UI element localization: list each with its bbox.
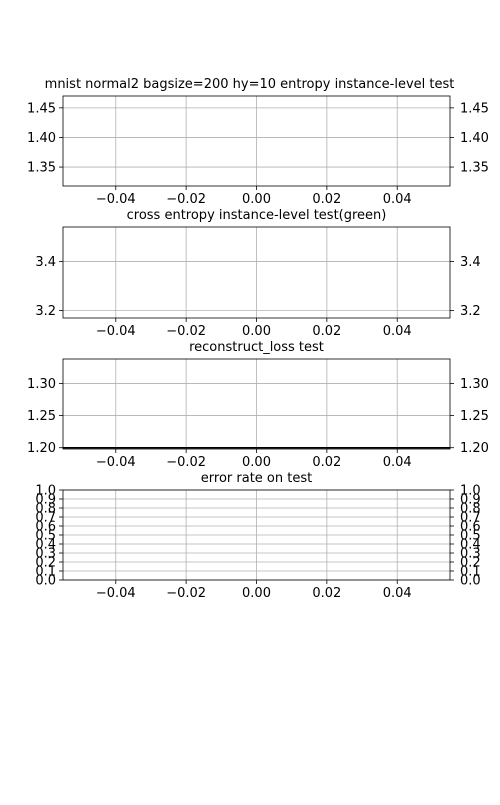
- y-tick-label: 0.5: [35, 529, 56, 544]
- twin-y-tick-label: 1.0: [460, 484, 481, 499]
- subplot-4: −0.04 −0.02 0.00 0.02 0.040.0 0.00.1 0.10.2 0.2…: [35, 471, 480, 601]
- twin-y-tick-label: 0.8: [460, 502, 481, 517]
- x-tick-label: −0.02: [166, 586, 206, 601]
- twin-y-tick-label: 0.0: [460, 574, 481, 589]
- y-tick-label: 1.40: [27, 131, 56, 146]
- x-tick-label: 0.04: [383, 192, 412, 207]
- y-tick-label: 0.1: [35, 565, 56, 580]
- x-tick-label: −0.04: [96, 324, 136, 339]
- y-tick-label: 1.25: [27, 409, 56, 424]
- subplot-1: −0.04 −0.02 0.00 0.02 0.04 1.35 1.35 1.40 1.40 1.…: [27, 77, 489, 207]
- x-tick-label: −0.02: [166, 192, 206, 207]
- twin-y-tick-label: 0.5: [460, 529, 481, 544]
- y-tick-label: 0.3: [35, 547, 56, 562]
- x-tick-label: 0.02: [312, 586, 341, 601]
- twin-y-tick-label: 0.4: [460, 538, 481, 553]
- subplot-3: −0.04 −0.02 0.00 0.02 0.04 1.20 1.20 1.25 1.25 1.…: [27, 340, 489, 470]
- x-tick-label: 0.02: [312, 192, 341, 207]
- subplot-title: mnist normal2 bagsize=200 hy=10 entropy …: [45, 77, 455, 92]
- twin-y-tick-label: 1.25: [460, 409, 489, 424]
- twin-y-tick-label: 0.2: [460, 556, 481, 571]
- twin-y-tick-label: 1.20: [460, 441, 489, 456]
- plot-frame: [62, 489, 451, 581]
- x-tick-label: 0.04: [383, 324, 412, 339]
- twin-y-tick-label: 0.1: [460, 565, 481, 580]
- x-tick-label: 0.04: [383, 586, 412, 601]
- twin-y-tick-label: 3.2: [460, 304, 481, 319]
- subplot-title: error rate on test: [201, 471, 312, 486]
- y-tick-label: 1.20: [27, 441, 56, 456]
- y-tick-label: 0.0: [35, 574, 56, 589]
- x-tick-label: 0.00: [242, 324, 271, 339]
- x-tick-label: 0.04: [383, 455, 412, 470]
- twin-y-tick-label: 3.4: [460, 255, 481, 270]
- twin-y-tick-label: 0.3: [460, 547, 481, 562]
- plot-frame: [62, 95, 451, 187]
- y-tick-label: 3.4: [35, 255, 56, 270]
- y-tick-label: 1.30: [27, 377, 56, 392]
- y-tick-label: 1.35: [27, 161, 56, 176]
- y-tick-label: 0.7: [35, 511, 56, 526]
- y-tick-label: 0.9: [35, 493, 56, 508]
- y-tick-label: 0.8: [35, 502, 56, 517]
- x-tick-label: −0.04: [96, 455, 136, 470]
- twin-y-tick-label: 1.45: [460, 101, 489, 116]
- twin-y-tick-label: 0.6: [460, 520, 481, 535]
- subplot-2: −0.04 −0.02 0.00 0.02 0.04 3.2 3.2 3.4 3.4 cross …: [35, 208, 480, 339]
- y-tick-label: 0.2: [35, 556, 56, 571]
- x-tick-label: −0.02: [166, 455, 206, 470]
- twin-y-tick-label: 1.30: [460, 377, 489, 392]
- twin-y-tick-label: 0.7: [460, 511, 481, 526]
- y-tick-label: 1.45: [27, 101, 56, 116]
- x-tick-label: −0.04: [96, 192, 136, 207]
- x-tick-label: −0.04: [96, 586, 136, 601]
- subplot-title: cross entropy instance-level test(green): [127, 208, 387, 223]
- x-tick-label: 0.00: [242, 586, 271, 601]
- twin-y-tick-label: 0.9: [460, 493, 481, 508]
- y-tick-label: 0.4: [35, 538, 56, 553]
- y-tick-label: 3.2: [35, 304, 56, 319]
- x-tick-label: 0.00: [242, 192, 271, 207]
- x-tick-label: 0.00: [242, 455, 271, 470]
- plot-frame: [62, 358, 451, 450]
- twin-y-tick-label: 1.40: [460, 131, 489, 146]
- twin-y-tick-label: 1.35: [460, 161, 489, 176]
- x-tick-label: 0.02: [312, 324, 341, 339]
- y-tick-label: 0.6: [35, 520, 56, 535]
- x-tick-label: 0.02: [312, 455, 341, 470]
- plot-frame: [62, 226, 451, 319]
- subplot-title: reconstruct_loss test: [189, 340, 324, 355]
- x-tick-label: −0.02: [166, 324, 206, 339]
- y-tick-label: 1.0: [35, 484, 56, 499]
